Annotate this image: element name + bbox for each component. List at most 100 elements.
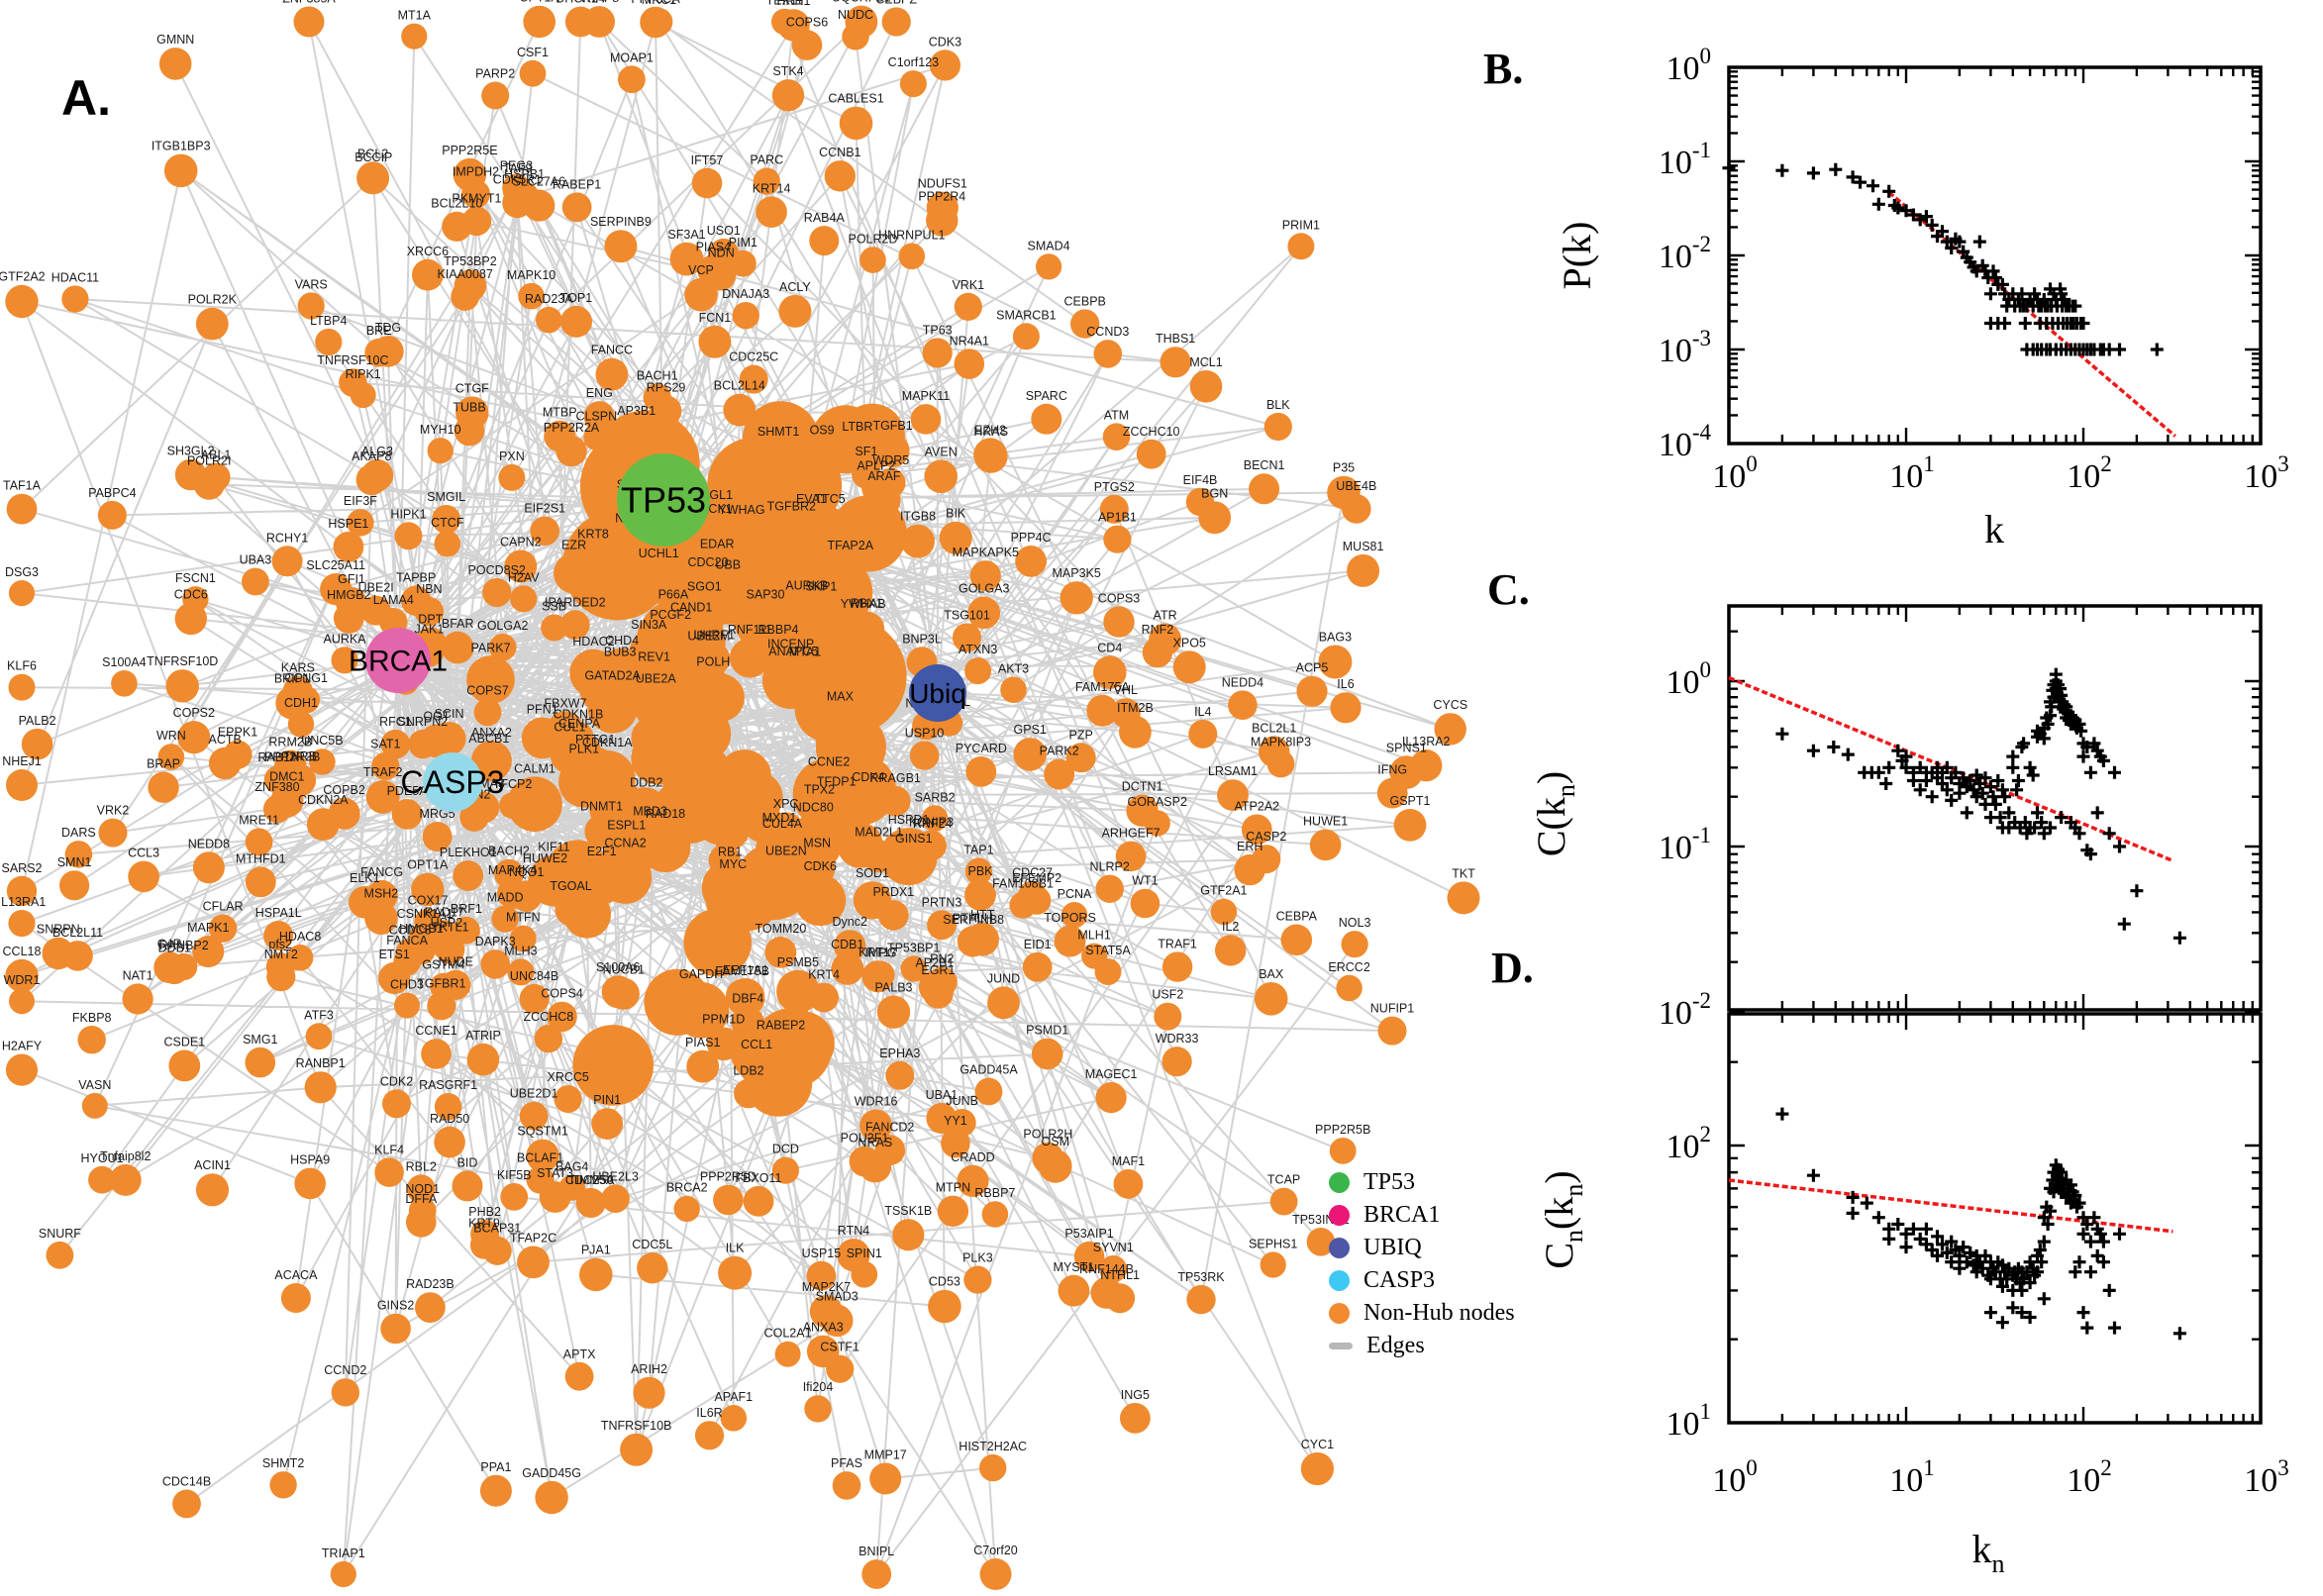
gene-label: ELK1 [350,871,380,885]
network-node [1376,777,1408,809]
network-node [1120,1403,1151,1434]
network-node [422,822,453,851]
network-node [866,960,895,989]
gene-label: SCIN [435,707,464,721]
network-node [684,277,718,312]
network-node [743,1185,774,1217]
gene-label: TOMM20 [755,922,806,936]
gene-label: ZNF380 [254,780,299,794]
network-node [393,948,421,976]
gene-label: MRE11 [239,814,279,828]
gene-label: CTCF [431,516,464,530]
x-axis-label: k [1984,507,2004,551]
gene-label: CCNA2 [604,837,646,850]
gene-label: CCNE2 [808,755,850,769]
gene-label: PYCARD [956,742,1007,755]
gene-label: DCD [772,1143,799,1156]
y-axis-label: P(k) [1555,222,1599,290]
network-node [899,70,927,98]
gene-label: PALB2 [19,714,56,728]
network-node [8,910,36,938]
network-node [294,1167,327,1200]
network-node [177,721,211,754]
gene-label: TGFBR1 [417,976,465,990]
gene-label: ARHGEF7 [1102,827,1161,841]
network-node [128,860,159,893]
gene-label: CAND1 [670,601,712,615]
network-node [923,978,954,1009]
gene-label: CDKN1B [554,707,604,721]
network-node [885,1060,915,1090]
gene-label: RAB4A [804,211,846,225]
network-node [578,654,641,717]
gene-label: COPB2 [323,783,364,797]
gene-label: PIN1 [593,1093,621,1107]
gene-label: MSH2 [364,887,399,901]
gene-label: FBXW7 [544,696,586,710]
gene-label: UBE2M [687,630,730,644]
gene-label: TP53BP1 [887,941,941,954]
gene-label: UBA3 [240,553,272,567]
gene-label: CTGF [455,381,489,395]
network-node [1099,494,1129,524]
gene-label: ACLY [779,280,811,294]
gene-label: PPP2R2B [264,750,320,764]
gene-label: DCTN1 [1122,780,1163,794]
ubiq-swatch-icon [1329,1238,1350,1258]
gene-label: WDR1 [4,973,41,987]
gene-label: SF3A1 [667,228,705,242]
gene-label: SPNS1 [1386,741,1427,754]
network-node [195,307,229,341]
gene-label: IMPG [865,947,897,960]
gene-label: PABPC4 [88,486,136,500]
network-node [1160,347,1191,378]
gene-label: MAGEC1 [1085,1067,1138,1081]
gene-label: PLK1 [569,742,600,755]
gene-label: CDK2 [380,1074,413,1088]
network-node [1188,719,1218,748]
network-node [6,769,38,801]
network-node [1154,1002,1182,1031]
gene-label: RNF144B [1079,1262,1134,1276]
gene-label: NR4A1 [950,334,989,348]
gene-label: KIF5B [497,1168,532,1182]
network-node [720,1405,748,1432]
gene-label: BNIPL [858,1545,894,1558]
gene-label: TP63 [923,323,953,337]
network-node [771,8,798,36]
gene-label: PTHLH [953,911,993,925]
gene-label: UQCRFS1 [832,0,891,5]
gene-label: NUFIP1 [1370,1002,1415,1016]
network-node [806,1260,837,1291]
gene-label: MTA1 [789,646,821,659]
gene-label: TP53RK [1177,1270,1225,1284]
network-node [1113,1169,1144,1199]
network-node [380,729,411,759]
network-node [245,866,276,898]
gene-label: HUWE1 [1303,815,1348,829]
gene-label: SAT1 [370,738,400,751]
network-node [732,302,759,330]
gene-label: USP10 [905,726,945,740]
gene-label: AKAP8 [352,449,391,463]
gene-label: VRK2 [97,804,130,818]
gene-label: ALG3 [361,445,393,458]
gene-label: ETS1 [379,948,410,961]
gene-label: CUL4A [762,817,803,831]
network-node [832,1471,861,1500]
gene-label: RBBP7 [974,1186,1015,1200]
network-node [481,81,510,110]
hub-node-brca1 [365,628,431,693]
network-node [8,673,36,701]
gene-label: DPT [418,613,443,627]
gene-label: IL4 [1194,705,1211,719]
gene-label: BAG4 [556,1160,588,1174]
network-node [1217,779,1249,811]
gene-label: RASGRF1 [419,1078,477,1092]
network-node [507,776,562,832]
tick-label: 100 [1666,44,1712,87]
gene-label: FAM175B [715,964,769,978]
network-node [1254,982,1288,1016]
gene-label: TFCP2 [493,777,533,791]
